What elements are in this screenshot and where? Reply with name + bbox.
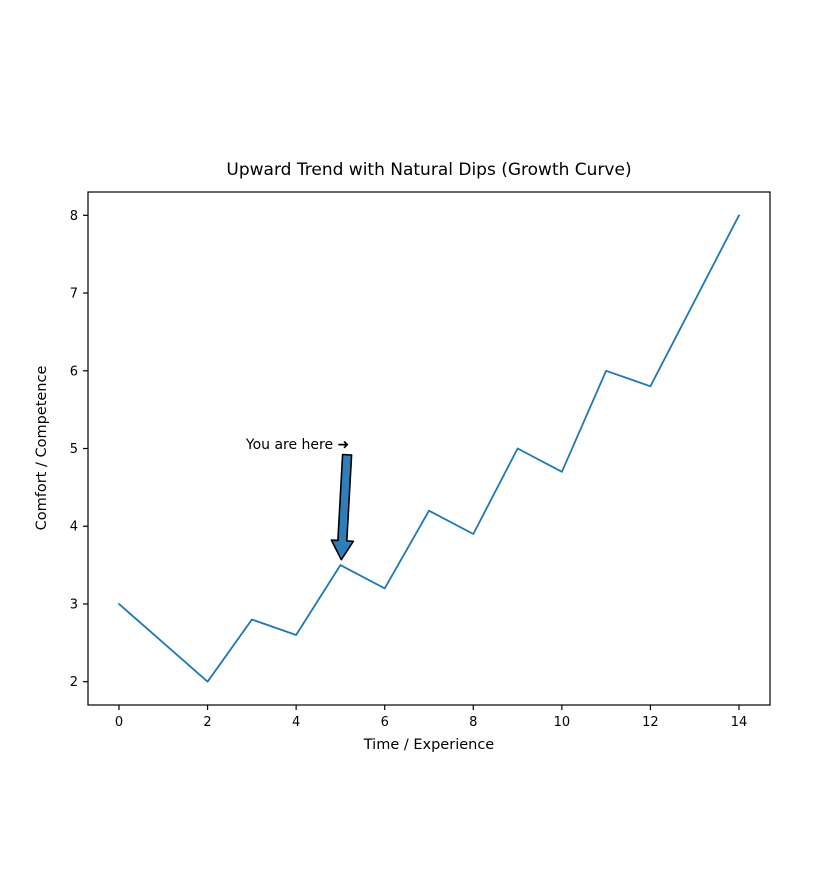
y-tick-label: 2	[70, 675, 78, 690]
x-axis-label: Time / Experience	[363, 737, 495, 753]
x-tick-label: 4	[292, 715, 300, 730]
plot-frame	[87, 191, 771, 706]
y-tick-label: 4	[70, 520, 78, 535]
y-tick-label: 5	[70, 442, 78, 457]
annotation-text: You are here ➜	[245, 436, 350, 453]
y-tick-label: 8	[70, 209, 78, 224]
y-axis-label: Comfort / Competence	[34, 365, 50, 531]
x-tick-label: 8	[469, 715, 477, 730]
chart-title: Upward Trend with Natural Dips (Growth C…	[226, 160, 632, 180]
x-tick-label: 14	[731, 715, 748, 730]
y-tick-label: 3	[70, 597, 78, 612]
y-tick-label: 6	[70, 364, 78, 379]
x-tick-label: 0	[115, 715, 123, 730]
you-are-here-arrow	[330, 453, 355, 561]
x-tick-label: 2	[203, 715, 211, 730]
x-tick-label: 12	[642, 715, 659, 730]
x-tick-label: 6	[381, 715, 389, 730]
x-tick-label: 10	[554, 715, 571, 730]
y-tick-label: 7	[70, 287, 78, 302]
growth-line	[118, 214, 740, 683]
